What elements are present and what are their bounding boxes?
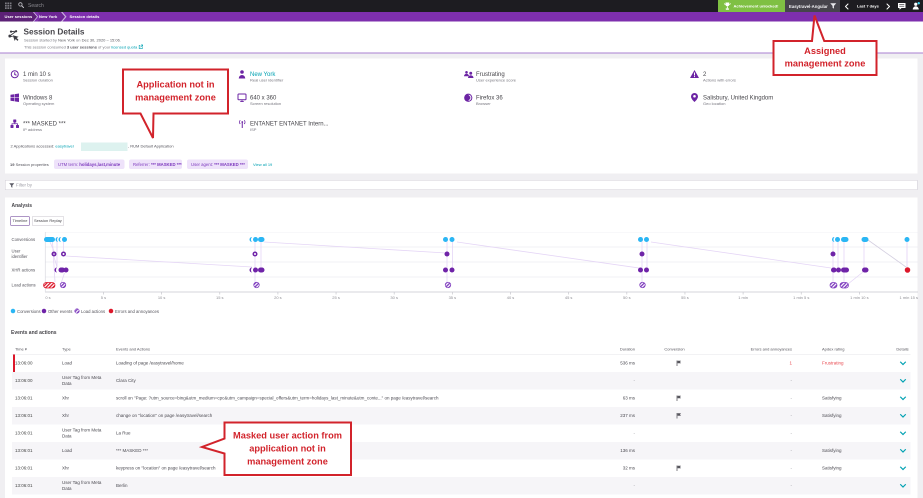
svg-text:management zone: management zone	[785, 59, 866, 69]
svg-text:30 s: 30 s	[390, 295, 398, 300]
svg-text:1 min: 1 min	[738, 295, 748, 300]
svg-text:Application not in: Application not in	[136, 80, 214, 90]
svg-text:Errors and annoyances: Errors and annoyances	[115, 309, 159, 314]
svg-text:40 s: 40 s	[507, 295, 515, 300]
svg-text:Other events: Other events	[48, 309, 72, 314]
svg-text:1 min 5 s: 1 min 5 s	[793, 295, 809, 300]
svg-text:20 s: 20 s	[274, 295, 282, 300]
svg-text:application not in: application not in	[249, 444, 326, 454]
svg-text:management zone: management zone	[247, 457, 328, 467]
svg-text:55 s: 55 s	[681, 295, 689, 300]
svg-text:1 min 15 s: 1 min 15 s	[900, 295, 918, 300]
svg-text:25 s: 25 s	[332, 295, 340, 300]
svg-text:Conversions: Conversions	[17, 309, 41, 314]
svg-text:45 s: 45 s	[565, 295, 573, 300]
svg-text:Masked user action from: Masked user action from	[233, 431, 342, 441]
svg-text:0 s: 0 s	[45, 295, 50, 300]
svg-text:15 s: 15 s	[216, 295, 224, 300]
svg-text:35 s: 35 s	[449, 295, 457, 300]
svg-text:Assigned: Assigned	[804, 46, 846, 56]
svg-text:Load actions: Load actions	[81, 309, 105, 314]
svg-text:50 s: 50 s	[623, 295, 631, 300]
svg-text:10 s: 10 s	[158, 295, 166, 300]
svg-text:1 min 10 s: 1 min 10 s	[850, 295, 868, 300]
svg-text:management zone: management zone	[135, 93, 216, 103]
svg-text:5 s: 5 s	[101, 295, 106, 300]
